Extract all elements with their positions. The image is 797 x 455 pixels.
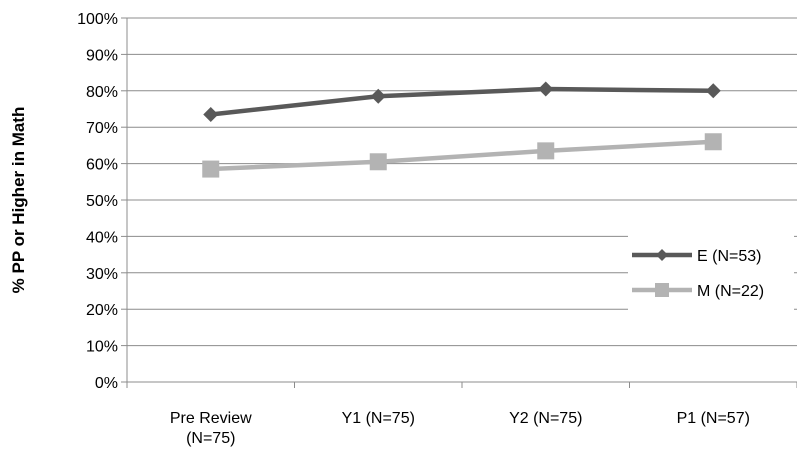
x-tick-label: P1 (N=57) — [677, 410, 750, 427]
legend-label: M (N=22) — [697, 283, 764, 300]
data-point — [706, 83, 721, 98]
data-point — [538, 81, 553, 96]
data-point — [537, 142, 554, 159]
y-tick-label: 50% — [86, 193, 118, 210]
series-line — [211, 142, 714, 169]
axes — [121, 18, 797, 388]
x-tick-label: Pre Review (N=75) — [170, 410, 252, 447]
data-point — [705, 133, 722, 150]
y-tick-label: 70% — [86, 120, 118, 137]
y-tick-label: 60% — [86, 157, 118, 174]
data-point — [202, 161, 219, 178]
y-tick-labels: 0% 10% 20% 30% 40% 50% 60% 70% 80% 90% 100% — [77, 11, 118, 392]
data-point — [203, 107, 218, 122]
y-axis-title: % PP or Higher in Math — [9, 107, 28, 294]
y-tick-label: 40% — [86, 229, 118, 246]
x-tick-labels: Pre Review (N=75) Y1 (N=75) Y2 (N=75) P1 (N=… — [170, 410, 750, 447]
series-2 — [202, 133, 722, 177]
series-line — [211, 89, 714, 114]
y-tick-label: 30% — [86, 266, 118, 283]
x-tick-label: Y1 (N=75) — [342, 410, 415, 427]
y-tick-label: 20% — [86, 302, 118, 319]
legend-label: E (N=53) — [697, 248, 761, 265]
y-tick-label: 100% — [77, 11, 118, 28]
series-1 — [203, 81, 721, 121]
y-tick-label: 10% — [86, 339, 118, 356]
legend-swatch-marker — [655, 283, 669, 297]
y-tick-label: 80% — [86, 84, 118, 101]
data-point — [370, 153, 387, 170]
legend: E (N=53) M (N=22) — [628, 232, 794, 314]
x-tick-label: Y2 (N=75) — [509, 410, 582, 427]
legend-background — [628, 232, 794, 314]
y-tick-label: 90% — [86, 47, 118, 64]
y-tick-label: 0% — [95, 375, 118, 392]
